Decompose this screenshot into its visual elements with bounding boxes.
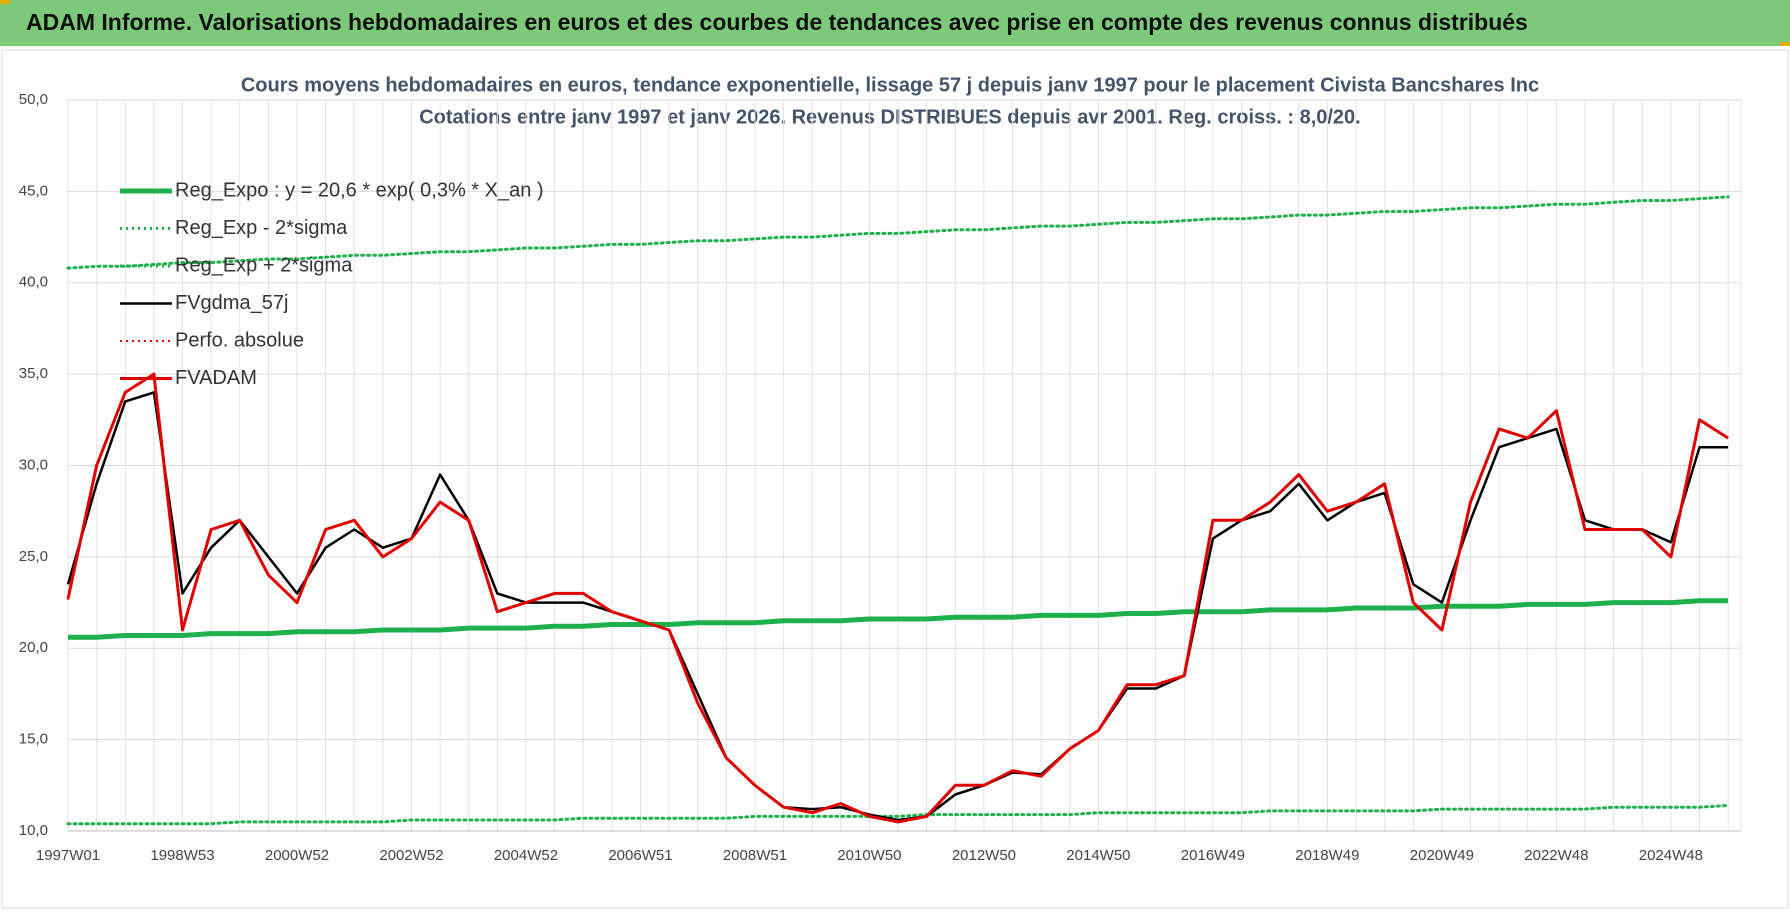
y-tick-label: 45,0 [19, 182, 48, 199]
x-tick-label: 2024W48 [1639, 847, 1703, 864]
legend-label: Reg_Exp - 2*sigma [175, 217, 348, 239]
x-tick-label: 2018W49 [1295, 847, 1359, 864]
y-tick-label: 20,0 [19, 639, 48, 656]
y-tick-label: 25,0 [19, 548, 48, 565]
x-tick-label: 2022W48 [1524, 847, 1588, 864]
x-tick-label: 1997W01 [36, 847, 100, 864]
chart-title: Cours moyens hebdomadaires en euros, ten… [241, 74, 1539, 96]
plot: 10,0 15,0 20,0 25,0 30,0 35,0 40,0 45,0 50,0 1997… [19, 91, 1742, 864]
x-tick-label: 2008W51 [723, 847, 787, 864]
y-tick-label: 15,0 [19, 731, 48, 748]
chart-frame [1, 49, 1789, 909]
legend-label: FVgdma_57j [175, 292, 288, 314]
x-tick-label: 1998W53 [150, 847, 214, 864]
y-tick-label: 35,0 [19, 365, 48, 382]
header-bar [0, 0, 1790, 46]
x-tick-label: 2020W49 [1410, 847, 1474, 864]
series-line [66, 803, 1730, 826]
chart-subtitle: Cotations entre janv 1997 et janv 2026. … [419, 106, 1361, 128]
series-line [66, 391, 1729, 822]
x-tick-label: 2012W50 [952, 847, 1016, 864]
header-title: ADAM Informe. Valorisations hebdomadaire… [26, 9, 1528, 35]
x-tick-label: 2014W50 [1066, 847, 1130, 864]
series-line [68, 598, 1729, 640]
y-tick-label: 10,0 [19, 822, 48, 839]
y-tick-label: 40,0 [19, 274, 48, 291]
legend-label: FVADAM [175, 367, 257, 389]
series-line [66, 372, 1729, 824]
legend-label: Reg_Exp + 2*sigma [175, 254, 353, 276]
legend-label: Perfo. absolue [175, 329, 304, 351]
y-tick-label: 30,0 [19, 456, 48, 473]
series-line [66, 195, 1730, 270]
x-tick-label: 2002W52 [379, 847, 443, 864]
x-tick-label: 2004W52 [494, 847, 558, 864]
corner [1780, 42, 1790, 46]
x-tick-label: 2000W52 [265, 847, 329, 864]
x-tick-label: 2006W51 [608, 847, 672, 864]
corner [0, 0, 10, 4]
x-tick-label: 2016W49 [1181, 847, 1245, 864]
legend-label: Reg_Expo : y = 20,6 * exp( 0,3% * X_an ) [175, 179, 544, 201]
y-tick-label: 50,0 [19, 91, 48, 108]
x-tick-label: 2010W50 [837, 847, 901, 864]
